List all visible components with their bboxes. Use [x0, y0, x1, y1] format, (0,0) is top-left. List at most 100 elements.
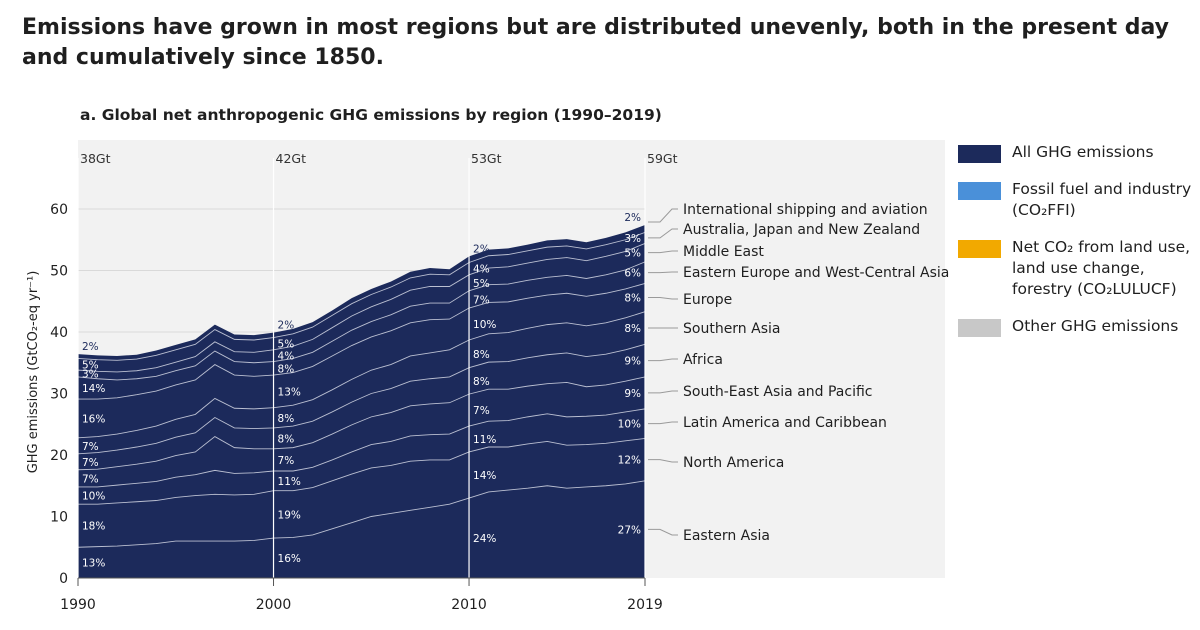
percent-label: 18% — [82, 521, 105, 533]
percent-label: 11% — [473, 434, 496, 446]
percent-label: 8% — [473, 376, 490, 388]
percent-label: 12% — [618, 455, 641, 467]
leader-line — [648, 208, 678, 223]
total-label: 38Gt — [80, 151, 111, 166]
percent-label: 13% — [82, 558, 105, 570]
percent-label: 3% — [624, 233, 641, 245]
region-boundary-line — [77, 343, 646, 455]
percent-label: 8% — [278, 413, 295, 425]
percent-label: 14% — [473, 470, 496, 482]
legend-swatch — [958, 319, 1001, 337]
stacked-areas — [77, 224, 646, 579]
region-label: Eastern Europe and West-Central Asia — [683, 265, 949, 281]
y-tick-label: 40 — [50, 325, 68, 341]
legend-label: Net CO₂ from land use, land use change, … — [1012, 238, 1191, 298]
region-label: Latin America and Caribbean — [683, 415, 887, 431]
percent-label: 7% — [82, 457, 99, 469]
percent-label: 10% — [82, 491, 105, 503]
y-tick-label: 50 — [50, 264, 68, 280]
legend-item-other: Other GHG emissions — [958, 316, 1198, 337]
percent-label: 5% — [473, 278, 490, 290]
x-tick-label: 2000 — [256, 597, 292, 613]
percent-label: 16% — [82, 413, 105, 425]
region-label: North America — [683, 455, 784, 471]
region-boundary-line — [78, 282, 646, 400]
percent-label: 2% — [624, 212, 641, 224]
percent-label: 27% — [618, 524, 641, 536]
leader-line — [648, 297, 678, 300]
legend-item-all-ghg: All GHG emissions — [958, 142, 1198, 163]
total-label: 42Gt — [276, 151, 307, 166]
percent-label: 8% — [624, 323, 641, 335]
percent-label: 16% — [278, 553, 301, 565]
percent-label: 4% — [473, 264, 490, 276]
percent-label: 14% — [82, 383, 105, 395]
leader-line — [648, 421, 678, 425]
percent-label: 7% — [82, 473, 99, 485]
percent-label: 8% — [473, 349, 490, 361]
percent-label: 7% — [473, 294, 490, 306]
y-tick-label: 0 — [59, 571, 68, 587]
y-tick-label: 10 — [50, 510, 68, 526]
percent-label: 3% — [82, 369, 99, 381]
region-label: Australia, Japan and New Zealand — [683, 222, 920, 238]
percent-label: 9% — [624, 388, 641, 400]
x-tick-label: 1990 — [60, 597, 96, 613]
headline: Emissions have grown in most regions but… — [22, 15, 1170, 70]
percent-label: 5% — [82, 359, 99, 371]
region-label: South-East Asia and Pacific — [683, 384, 872, 400]
percent-label: 2% — [82, 341, 99, 353]
leader-line — [648, 528, 678, 536]
region-boundary-line — [77, 243, 646, 373]
region-label: International shipping and aviation — [683, 202, 928, 218]
legend-swatch — [958, 145, 1001, 163]
region-label: Europe — [683, 292, 732, 308]
leader-line — [648, 250, 678, 254]
percent-label: 10% — [618, 419, 641, 431]
leader-line — [648, 459, 678, 463]
legend-label: Other GHG emissions — [1012, 317, 1179, 335]
region-boundary-line — [77, 231, 646, 361]
legend-label: Fossil fuel and industry (CO₂FFI) — [1012, 180, 1192, 219]
percent-label: 2% — [473, 243, 490, 255]
legend-swatch — [958, 182, 1001, 200]
percent-label: 6% — [624, 268, 641, 280]
percent-label: 5% — [278, 339, 295, 351]
region-boundary-line — [78, 437, 646, 505]
legend-item-lulucf: Net CO₂ from land use, land use change, … — [958, 237, 1198, 300]
leader-line — [648, 228, 678, 239]
total-label: 59Gt — [647, 151, 678, 166]
y-tick-label: 30 — [50, 387, 68, 403]
y-tick-label: 20 — [50, 448, 68, 464]
legend-label: All GHG emissions — [1012, 143, 1154, 161]
percent-label: 5% — [624, 248, 641, 260]
region-boundary-line — [77, 480, 646, 548]
region-boundary-line — [77, 311, 646, 439]
percent-label: 8% — [278, 363, 295, 375]
percent-label: 13% — [278, 386, 301, 398]
x-tick-label: 2010 — [451, 597, 487, 613]
y-tick-label: 60 — [50, 202, 68, 218]
percent-label: 7% — [278, 455, 295, 467]
leader-line — [648, 390, 678, 394]
region-label: Middle East — [683, 244, 764, 260]
total-label: 53Gt — [471, 151, 502, 166]
percent-label: 10% — [473, 319, 496, 331]
total-emissions-area — [78, 224, 645, 579]
percent-label: 8% — [624, 293, 641, 305]
chart-labels: 0 10 20 30 40 50 60 38Gt 42Gt 53Gt 59Gt 1990 2000 201… — [50, 151, 949, 613]
region-label: Eastern Asia — [683, 528, 770, 544]
percent-label: 11% — [278, 476, 301, 488]
percent-label: 7% — [82, 441, 99, 453]
percent-label: 19% — [278, 509, 301, 521]
region-boundary-line — [78, 408, 646, 488]
region-boundary-line — [77, 261, 646, 381]
percent-label: 9% — [624, 356, 641, 368]
year-markers — [77, 158, 646, 578]
percent-label: 2% — [278, 320, 295, 332]
percent-label: 4% — [278, 351, 295, 363]
region-label: Africa — [683, 352, 723, 368]
leader-line — [648, 271, 678, 274]
y-axis-label: GHG emissions (GtCO₂-eq yr⁻¹) — [26, 271, 41, 474]
